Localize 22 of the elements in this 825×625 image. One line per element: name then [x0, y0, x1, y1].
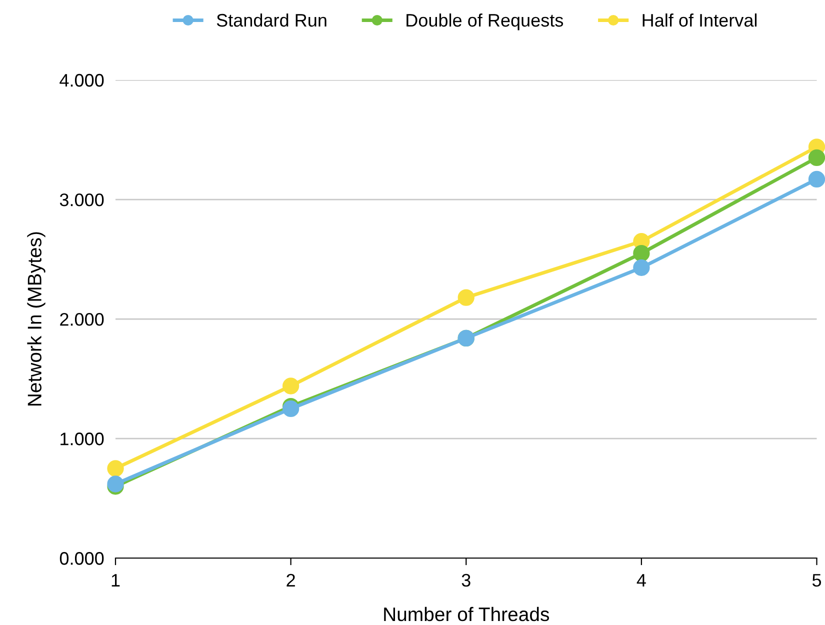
point	[282, 378, 300, 394]
legend-label: Double of Requests	[406, 13, 564, 30]
x-tick-label: 5	[812, 574, 822, 587]
point	[633, 259, 650, 276]
y-tick-label: 2.000	[60, 312, 104, 326]
y-axis-title: Network In (MBytes)	[27, 232, 46, 406]
point	[808, 149, 825, 166]
x-tick-label: 3	[462, 574, 470, 587]
point	[808, 170, 825, 188]
x-tick-label: 4	[636, 574, 646, 586]
y-tick-label: 1.000	[60, 432, 104, 446]
point	[107, 460, 124, 477]
legend-label: Standard Run	[216, 13, 326, 27]
y-tick-label: 0.000	[60, 552, 104, 565]
x-tick-label: 2	[286, 574, 295, 586]
legend-label: Half of Interval	[642, 13, 757, 27]
y-tick-label: 4.000	[60, 74, 104, 87]
y-tick-label: 3.000	[60, 193, 104, 206]
point	[633, 244, 650, 262]
point	[458, 289, 474, 306]
x-axis-title: Number of Threads	[384, 606, 550, 622]
x-tick-label: 1	[112, 574, 120, 586]
